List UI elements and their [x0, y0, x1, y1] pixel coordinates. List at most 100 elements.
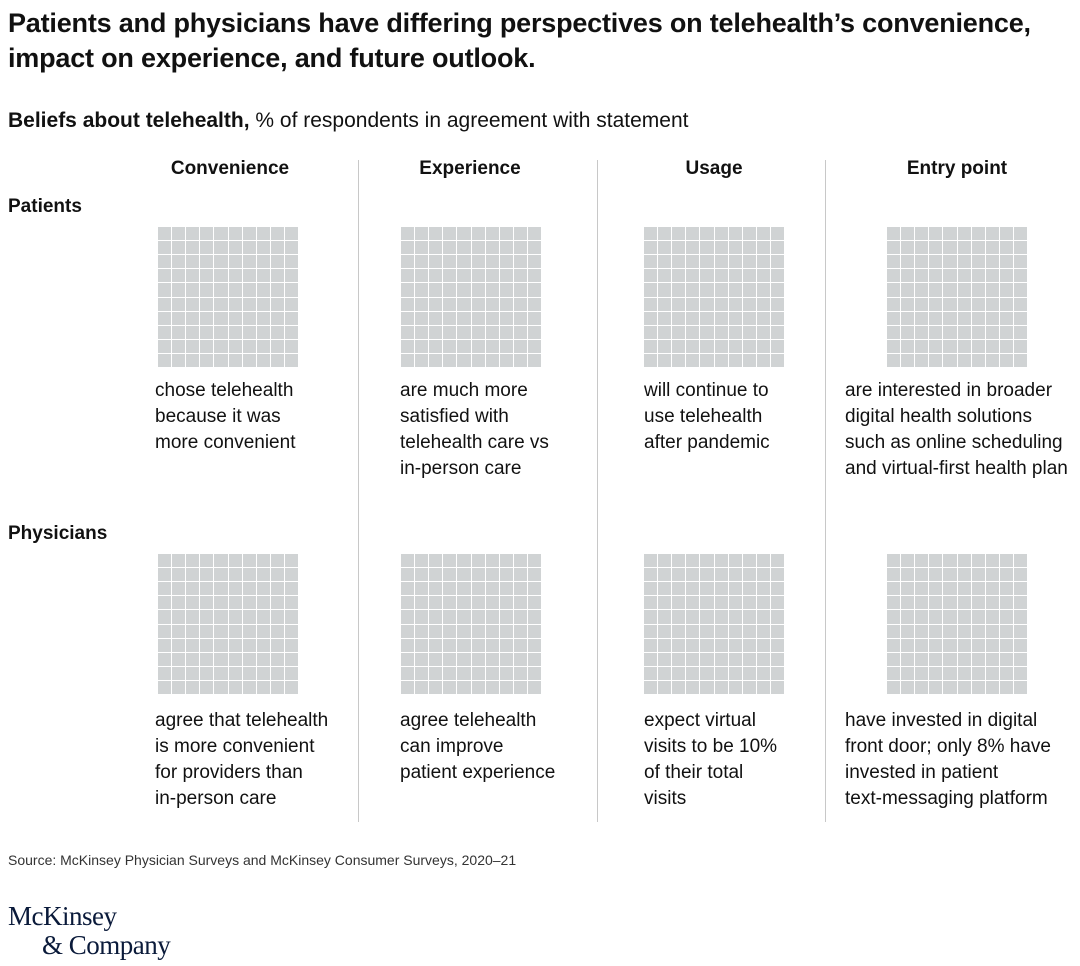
- waffle-cell: [658, 610, 672, 624]
- waffle-cell: [228, 339, 242, 353]
- waffle-cell: [214, 353, 228, 367]
- waffle-cell: [971, 610, 985, 624]
- waffle-cell: [200, 652, 214, 666]
- waffle-cell: [457, 325, 471, 339]
- waffle-cell: [228, 283, 242, 297]
- waffle-cell: [672, 624, 686, 638]
- waffle-cell: [158, 297, 172, 311]
- waffle-cell: [887, 582, 901, 596]
- waffle-cell: [929, 666, 943, 680]
- waffle-cell: [228, 652, 242, 666]
- waffle-cell: [186, 297, 200, 311]
- waffle-cell: [429, 227, 443, 241]
- waffle-cell: [415, 325, 429, 339]
- waffle-physicians-entry-point: [887, 554, 1027, 694]
- waffle-cell: [485, 283, 499, 297]
- waffle-cell: [756, 582, 770, 596]
- waffle-cell: [644, 227, 658, 241]
- waffle-cell: [742, 297, 756, 311]
- waffle-cell: [714, 269, 728, 283]
- waffle-cell: [158, 283, 172, 297]
- waffle-cell: [999, 638, 1013, 652]
- waffle-cell: [1013, 554, 1027, 568]
- waffle-cell: [915, 241, 929, 255]
- waffle-cell: [200, 339, 214, 353]
- waffle-cell: [971, 311, 985, 325]
- waffle-cell: [429, 666, 443, 680]
- waffle-cell: [901, 652, 915, 666]
- waffle-cell: [686, 610, 700, 624]
- waffle-cell: [644, 241, 658, 255]
- waffle-cell: [401, 283, 415, 297]
- waffle-cell: [658, 255, 672, 269]
- waffle-cell: [158, 596, 172, 610]
- waffle-cell: [228, 297, 242, 311]
- waffle-cell: [742, 269, 756, 283]
- waffle-cell: [485, 652, 499, 666]
- waffle-cell: [499, 339, 513, 353]
- waffle-cell: [228, 610, 242, 624]
- waffle-cell: [971, 339, 985, 353]
- waffle-cell: [929, 353, 943, 367]
- waffle-cell: [200, 255, 214, 269]
- waffle-cell: [471, 638, 485, 652]
- waffle-cell: [172, 325, 186, 339]
- waffle-cell: [971, 353, 985, 367]
- waffle-cell: [172, 680, 186, 694]
- waffle-cell: [901, 680, 915, 694]
- waffle-cell: [214, 339, 228, 353]
- waffle-cell: [742, 241, 756, 255]
- logo-line-1: McKinsey: [8, 901, 117, 931]
- waffle-cell: [284, 624, 298, 638]
- waffle-cell: [714, 554, 728, 568]
- waffle-cell: [901, 666, 915, 680]
- waffle-cell: [284, 269, 298, 283]
- waffle-cell: [415, 596, 429, 610]
- waffle-cell: [172, 652, 186, 666]
- waffle-cell: [228, 666, 242, 680]
- waffle-cell: [901, 554, 915, 568]
- waffle-cell: [527, 283, 541, 297]
- waffle-cell: [186, 325, 200, 339]
- waffle-cell: [284, 339, 298, 353]
- waffle-cell: [728, 339, 742, 353]
- waffle-cell: [527, 624, 541, 638]
- waffle-cell: [700, 596, 714, 610]
- waffle-cell: [957, 311, 971, 325]
- waffle-cell: [284, 227, 298, 241]
- waffle-cell: [158, 325, 172, 339]
- waffle-cell: [742, 227, 756, 241]
- waffle-cell: [756, 624, 770, 638]
- waffle-cell: [742, 353, 756, 367]
- waffle-cell: [1013, 283, 1027, 297]
- waffle-cell: [228, 353, 242, 367]
- waffle-cell: [527, 610, 541, 624]
- waffle-cell: [242, 353, 256, 367]
- waffle-cell: [756, 255, 770, 269]
- waffle-cell: [158, 269, 172, 283]
- waffle-cell: [527, 325, 541, 339]
- waffle-cell: [158, 582, 172, 596]
- waffle-cell: [915, 624, 929, 638]
- waffle-cell: [728, 283, 742, 297]
- waffle-cell: [929, 241, 943, 255]
- waffle-cell: [985, 269, 999, 283]
- chart-title: Patients and physicians have differing p…: [8, 8, 1031, 73]
- waffle-cell: [401, 666, 415, 680]
- waffle-cell: [471, 554, 485, 568]
- column-header-experience: Experience: [419, 158, 521, 179]
- waffle-cell: [485, 582, 499, 596]
- waffle-cell: [284, 353, 298, 367]
- waffle-cell: [256, 339, 270, 353]
- waffle-cell: [1013, 568, 1027, 582]
- waffle-cell: [471, 269, 485, 283]
- waffle-cell: [770, 638, 784, 652]
- waffle-cell: [971, 624, 985, 638]
- waffle-cell: [915, 610, 929, 624]
- waffle-cell: [457, 255, 471, 269]
- waffle-cell: [485, 568, 499, 582]
- waffle-cell: [887, 325, 901, 339]
- column-header-convenience: Convenience: [170, 158, 290, 179]
- waffle-cell: [770, 596, 784, 610]
- waffle-cell: [186, 652, 200, 666]
